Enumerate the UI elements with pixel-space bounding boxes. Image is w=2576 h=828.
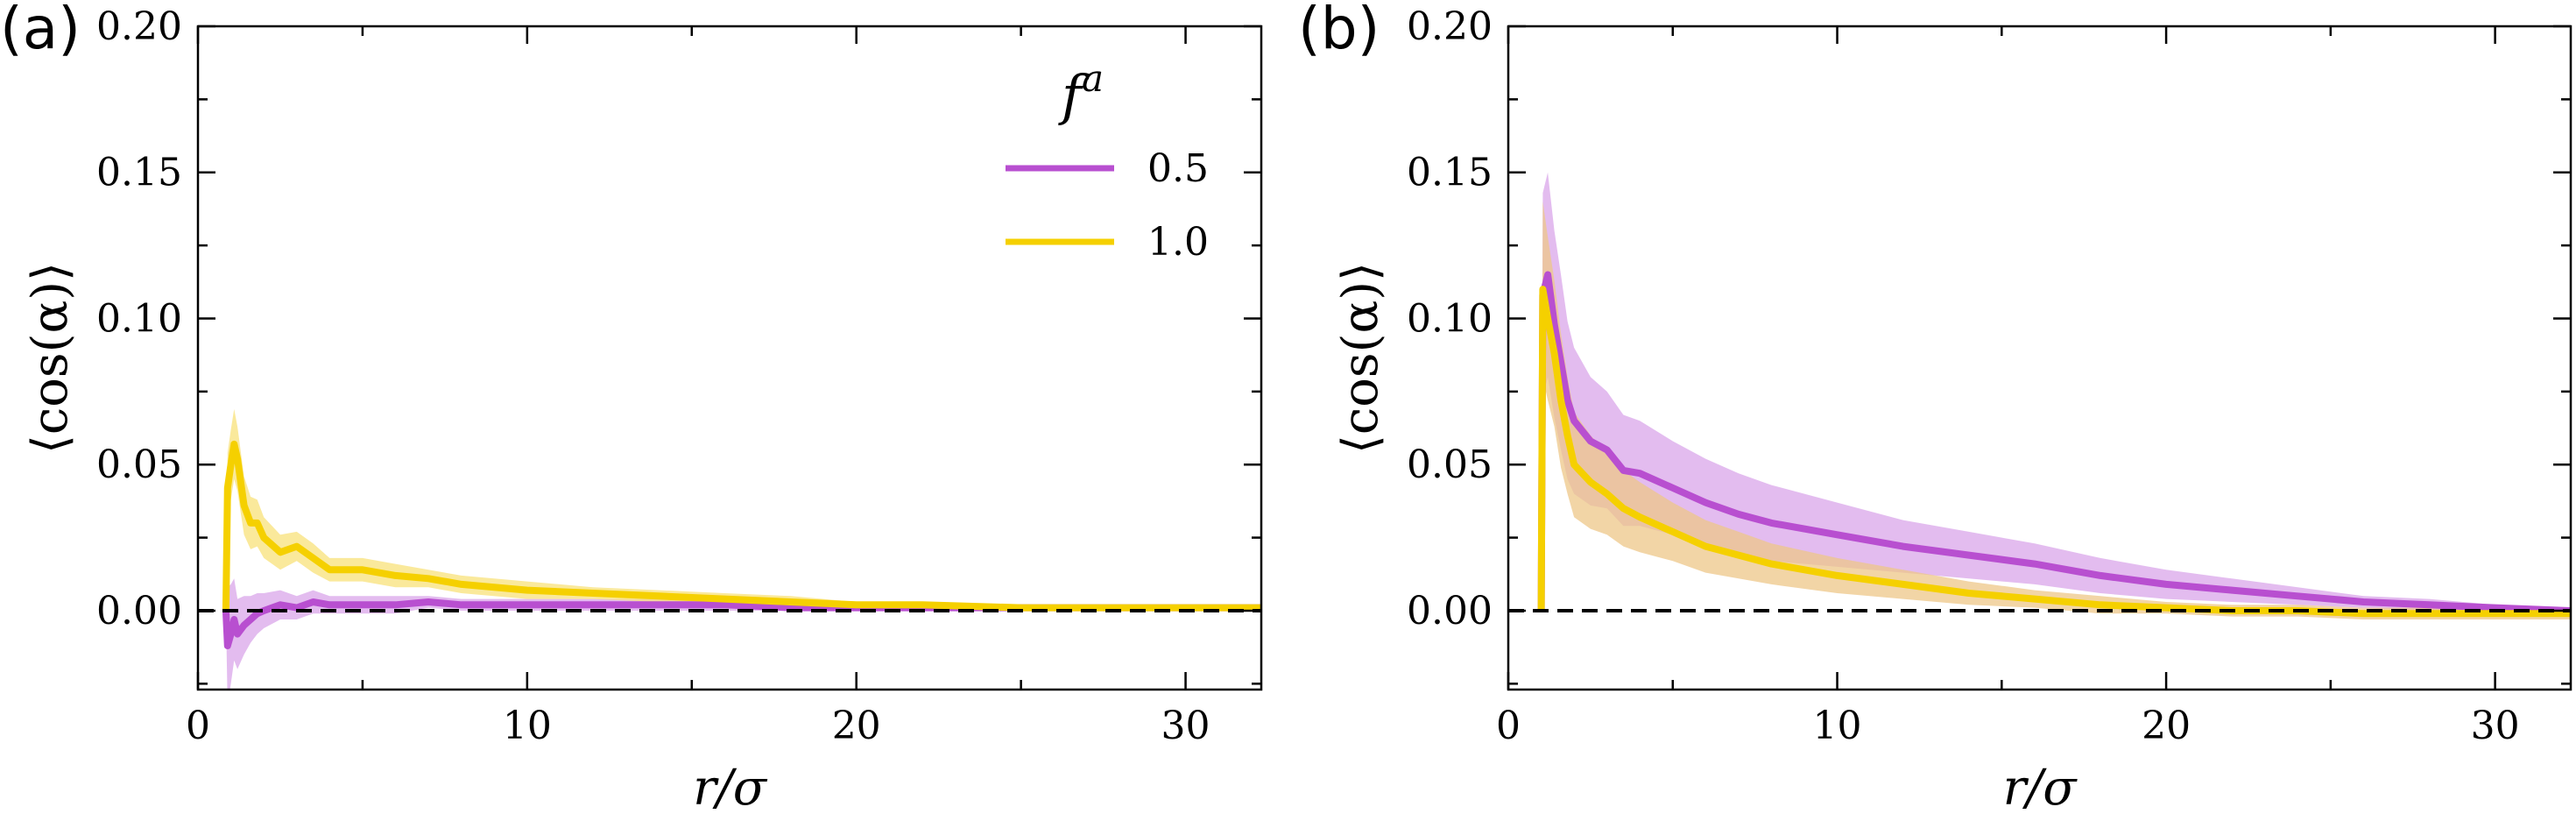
legend-title: fa	[1058, 57, 1104, 127]
x-tick-label: 0	[1496, 704, 1521, 748]
y-axis-label: ⟨cos(α)⟩	[1332, 262, 1389, 454]
panel-label: (a)	[0, 0, 81, 62]
y-tick-label: 0.05	[96, 442, 182, 487]
panel-a: 0 10 20 30 0.00 0.05 0.10 0.15 0.20 r/σ ⟨cos(α)⟩ (a…	[0, 0, 1263, 817]
x-tick-label: 20	[2142, 704, 2191, 748]
y-tick-label: 0.20	[96, 4, 182, 49]
x-tick-label: 0	[186, 704, 210, 748]
y-tick-label: 0.20	[1407, 4, 1493, 49]
legend-entry-1.0: 1.0	[1147, 220, 1209, 265]
x-tick-label: 30	[1161, 704, 1210, 748]
plot-frame	[1507, 25, 2572, 691]
x-tick-label: 20	[832, 704, 881, 748]
y-tick-label: 0.00	[1407, 589, 1493, 633]
legend: fa 0.5 1.0	[1006, 57, 1209, 265]
panel-label: (b)	[1298, 0, 1380, 62]
legend-entry-0.5: 0.5	[1147, 146, 1209, 191]
x-axis-label: r/σ	[2003, 760, 2078, 817]
series-line-0.5	[1537, 271, 2571, 614]
y-tick-label: 0.05	[1407, 442, 1493, 487]
error-band-0.5	[1541, 172, 2571, 614]
x-tick-label: 30	[2471, 704, 2520, 748]
y-tick-label: 0.15	[1407, 151, 1493, 195]
plot-area	[1508, 172, 2571, 619]
series-line-1.0	[222, 440, 1261, 612]
error-band-1.0	[225, 408, 1261, 611]
x-tick-label: 10	[1813, 704, 1862, 748]
plot-frame	[196, 25, 1263, 691]
y-tick-label: 0.10	[96, 296, 182, 341]
x-tick-label: 10	[503, 704, 552, 748]
y-axis-label: ⟨cos(α)⟩	[22, 262, 79, 454]
y-tick-label: 0.15	[96, 151, 182, 195]
y-tick-label: 0.00	[96, 589, 182, 633]
panel-b: 0 10 20 30 0.00 0.05 0.10 0.15 0.20 r/σ ⟨cos(α)⟩ (b…	[1298, 0, 2572, 817]
plot-area	[198, 408, 1261, 690]
x-axis-label: r/σ	[693, 760, 768, 817]
y-tick-label: 0.10	[1407, 296, 1493, 341]
